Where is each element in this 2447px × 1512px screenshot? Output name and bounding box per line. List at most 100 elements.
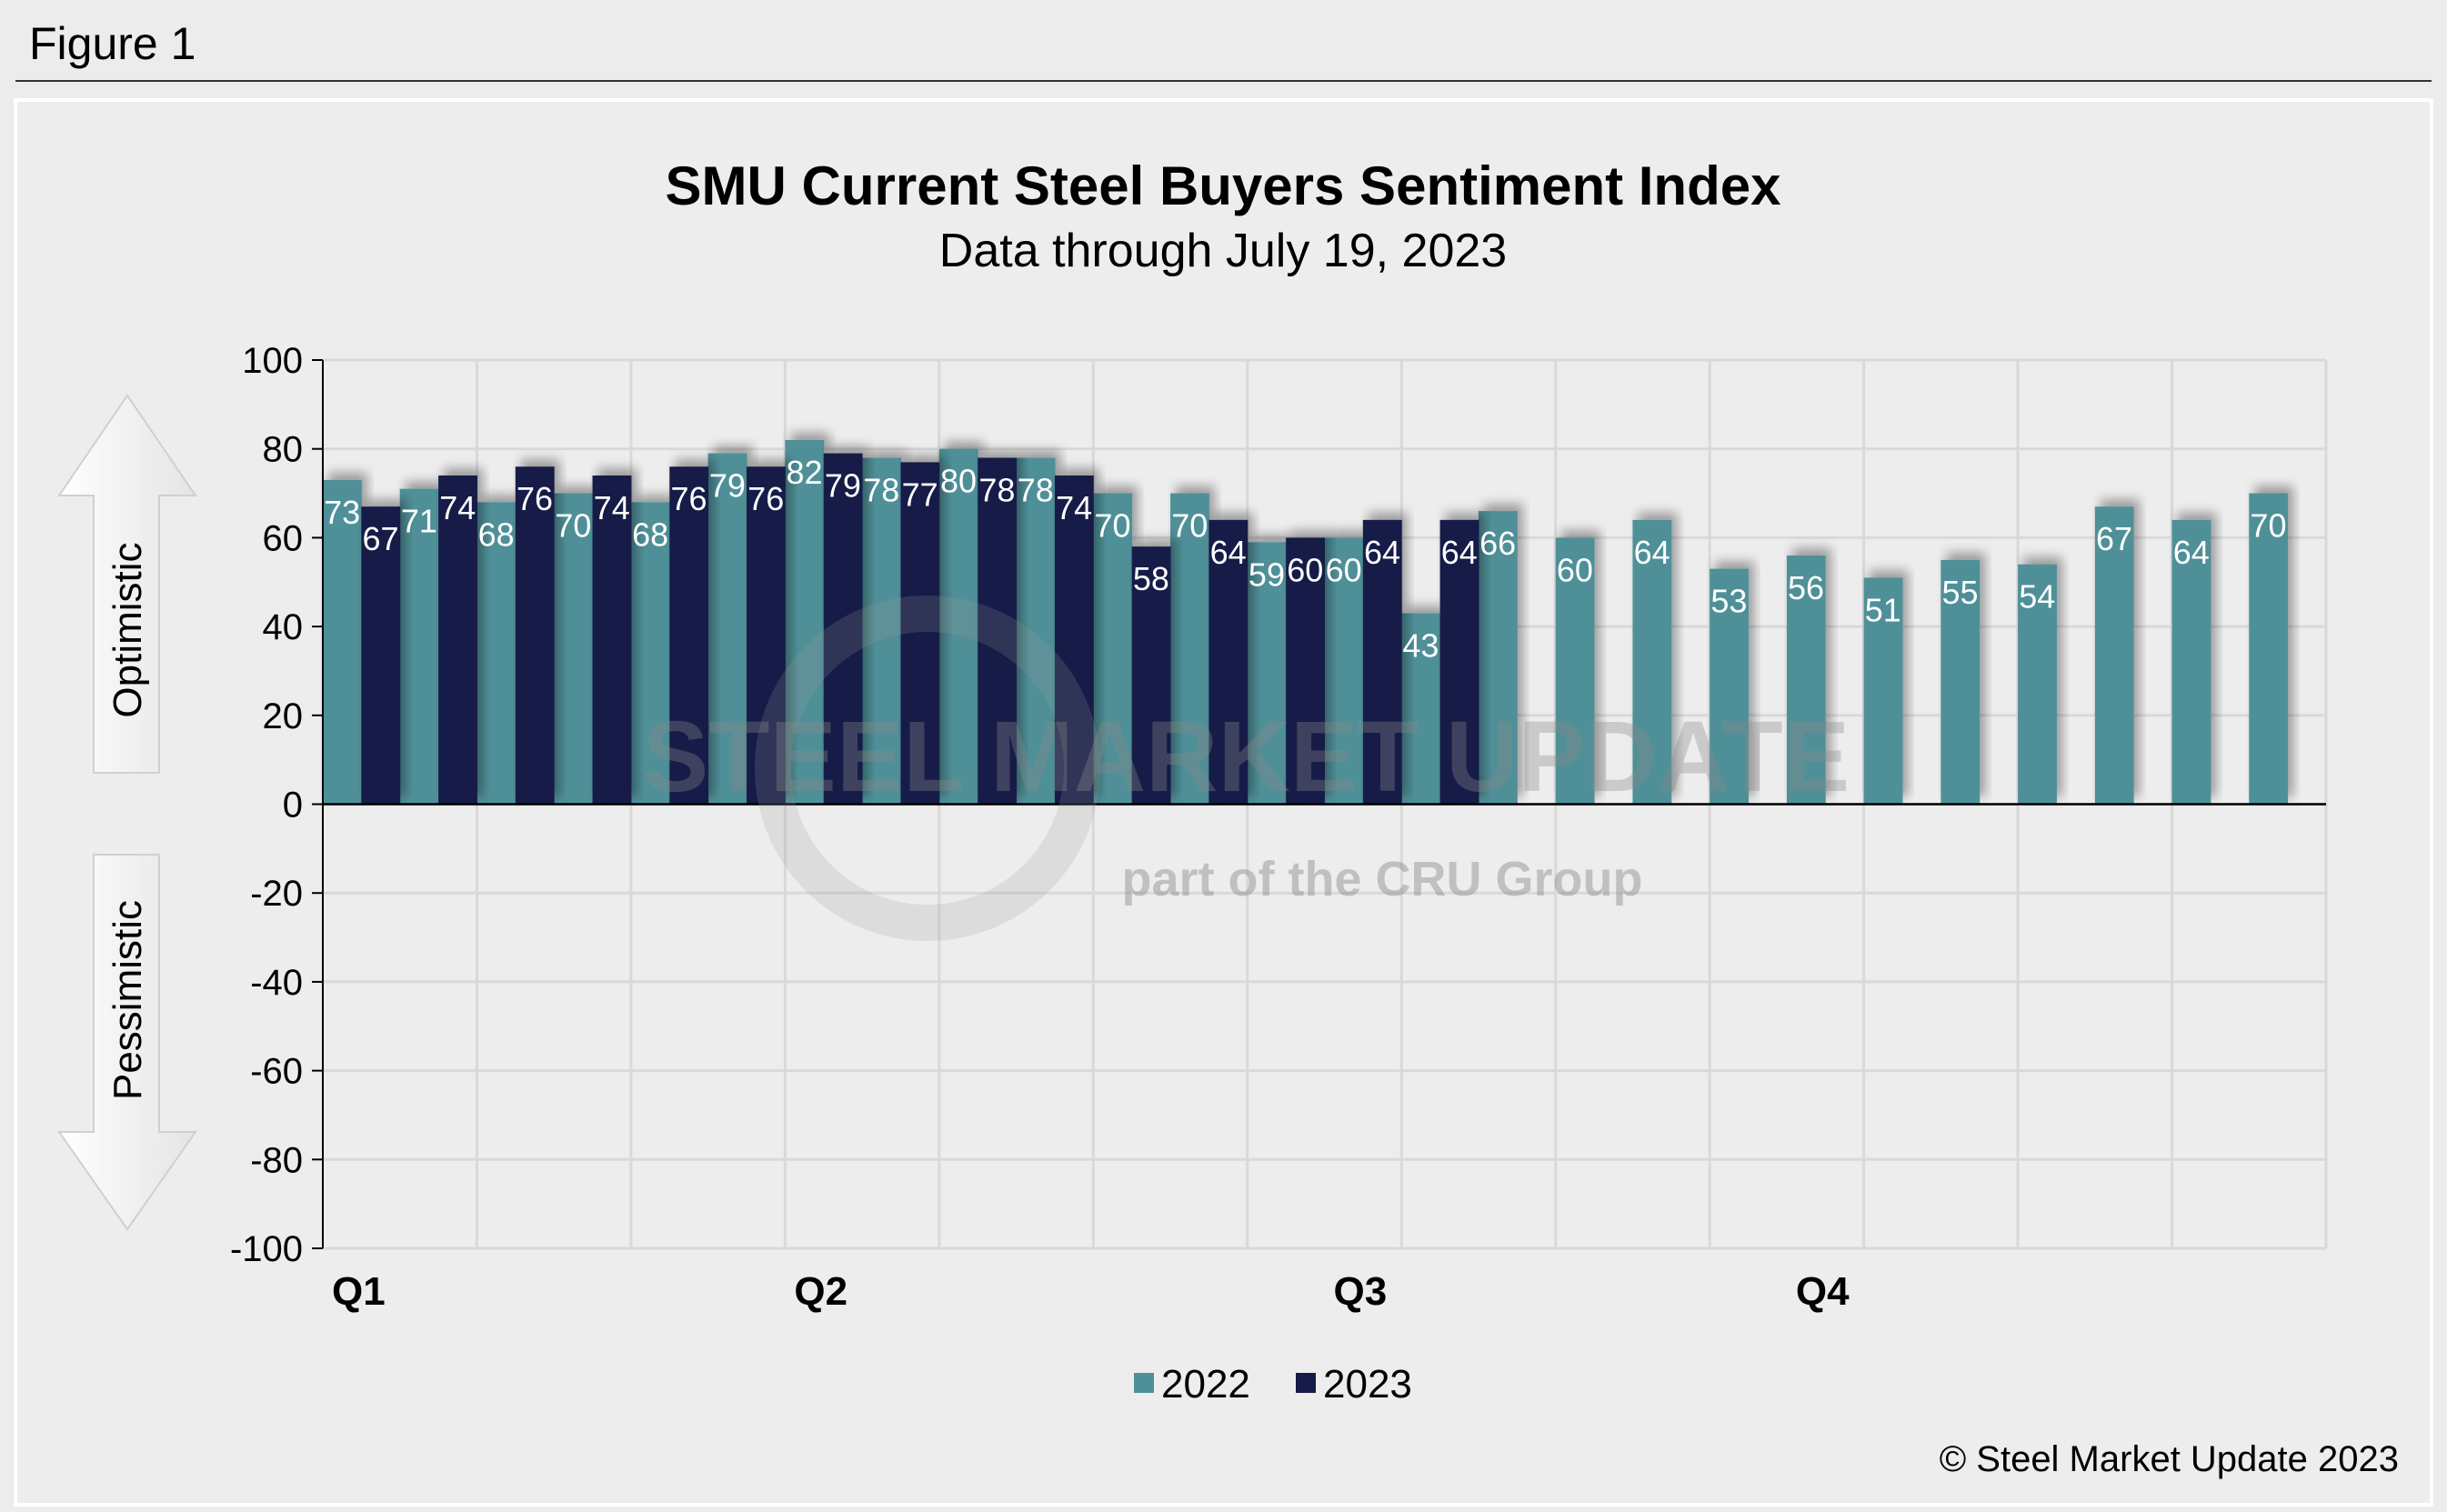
bar-2023: [592, 476, 632, 805]
y-tick-label: 60: [263, 518, 304, 558]
bar-2023: [361, 506, 401, 805]
data-label-2022: 78: [863, 471, 899, 508]
bar-2022: [938, 448, 978, 805]
legend-label-2023: 2023: [1323, 1362, 1412, 1407]
bar-2022: [707, 453, 747, 805]
data-label-2022: 53: [1710, 583, 1747, 620]
y-tick-label: 80: [263, 430, 304, 470]
optimistic-label: Optimistic: [105, 542, 150, 717]
data-label-2023: 58: [1133, 560, 1169, 597]
quarter-label: Q1: [332, 1269, 386, 1314]
bar-2023: [823, 453, 863, 805]
data-label-2022: 64: [1634, 534, 1670, 571]
y-tick-label: -60: [250, 1052, 303, 1092]
bar-2022: [2018, 564, 2057, 805]
bar-2023: [1362, 519, 1402, 805]
bar-2023: [1439, 519, 1479, 805]
data-label-2022: 82: [787, 454, 823, 491]
data-label-2022: 80: [940, 463, 977, 500]
bar-2022: [399, 488, 439, 805]
bar-2023: [1054, 476, 1094, 805]
data-label-2022: 64: [2173, 534, 2210, 571]
data-label-2023: 74: [439, 489, 476, 526]
bar-2022: [2171, 519, 2211, 805]
y-tick-label: 40: [263, 607, 304, 647]
data-label-2023: 78: [978, 471, 1015, 508]
data-label-2022: 70: [2250, 507, 2286, 545]
data-label-2023: 76: [747, 480, 784, 517]
bar-2022: [1555, 537, 1595, 805]
data-label-2022: 55: [1942, 574, 1979, 611]
data-label-2022: 78: [1018, 471, 1054, 508]
quarter-label: Q2: [794, 1269, 847, 1314]
quarter-label: Q3: [1334, 1269, 1388, 1314]
data-label-2023: 77: [902, 476, 938, 513]
bar-2023: [1131, 546, 1171, 805]
chart-title: SMU Current Steel Buyers Sentiment Index: [666, 155, 1781, 216]
data-label-2022: 67: [2096, 520, 2132, 557]
data-label-2023: 74: [1056, 489, 1092, 526]
data-label-2022: 60: [1557, 551, 1593, 588]
axes: 100 80 60 40 20 0 -20 -40 -60 -80 -100 Q1 Q2 Q3 Q4: [230, 341, 2326, 1314]
chart-subtitle: Data through July 19, 2023: [939, 225, 1507, 277]
data-label-2022: 70: [1171, 507, 1208, 545]
bar-2022: [2094, 506, 2134, 805]
pessimistic-label: Pessimistic: [105, 900, 150, 1100]
bar-2022: [1247, 542, 1287, 805]
data-label-2022: 68: [632, 516, 668, 553]
bar-2022: [1401, 613, 1441, 805]
bar-2023: [900, 462, 940, 805]
bar-2022: [1478, 511, 1518, 805]
data-label-2023: 67: [363, 520, 399, 557]
bar-2022: [1324, 537, 1364, 805]
data-label-2022: 51: [1865, 591, 1901, 628]
copyright: © Steel Market Update 2023: [1940, 1439, 2399, 1479]
bar-2022: [1941, 559, 1981, 805]
optimistic-arrow-icon: [57, 394, 197, 774]
data-label-2022: 70: [1094, 507, 1130, 545]
bar-2023: [747, 466, 786, 805]
bar-2022: [1016, 457, 1056, 805]
legend: 2022 2023: [1134, 1362, 1412, 1407]
y-tick-label: -100: [230, 1229, 303, 1269]
data-label-2023: 64: [1210, 534, 1247, 571]
bar-2023: [515, 466, 555, 805]
bar-2022: [1093, 493, 1133, 805]
bar-2022: [2249, 493, 2289, 805]
data-label-2023: 76: [516, 480, 553, 517]
bar-2022: [1863, 577, 1903, 805]
bar-2022: [1710, 568, 1750, 805]
data-label-2023: 64: [1364, 534, 1400, 571]
y-tick-label: -20: [250, 874, 303, 914]
watermark-line1: STEEL MARKET UPDATE: [642, 701, 1850, 813]
bar-2022: [554, 493, 594, 805]
data-label-2022: 73: [324, 494, 360, 531]
bar-2023: [438, 476, 477, 805]
data-label-2022: 59: [1249, 556, 1285, 593]
y-tick-label: -40: [250, 963, 303, 1003]
data-label-2022: 70: [555, 507, 591, 545]
data-label-2023: 79: [825, 467, 861, 505]
bars: [323, 439, 2289, 805]
data-label-2022: 60: [1326, 551, 1362, 588]
watermark-logo: STEEL MARKET UPDATE part of the CRU Grou…: [642, 596, 1850, 941]
bar-2022: [1170, 493, 1209, 805]
y-tick-label: 20: [263, 696, 304, 736]
bar-2022: [630, 502, 670, 805]
watermark-line2: part of the CRU Group: [1122, 852, 1643, 906]
bar-2022: [785, 439, 825, 805]
pessimistic-arrow-icon: [57, 854, 197, 1231]
bar-2022: [1786, 555, 1826, 805]
legend-swatch-2022: [1134, 1373, 1154, 1393]
bar-2022: [476, 502, 516, 805]
data-label-2023: 64: [1441, 534, 1478, 571]
data-label-2022: 54: [2019, 578, 2055, 616]
y-tick-label: 0: [283, 786, 303, 826]
legend-label-2022: 2022: [1161, 1362, 1250, 1407]
legend-swatch-2023: [1296, 1373, 1316, 1393]
data-label-2022: 68: [478, 516, 515, 553]
data-label-2023: 60: [1287, 551, 1323, 588]
bar-2022: [862, 457, 901, 805]
bar-2023: [978, 457, 1018, 805]
